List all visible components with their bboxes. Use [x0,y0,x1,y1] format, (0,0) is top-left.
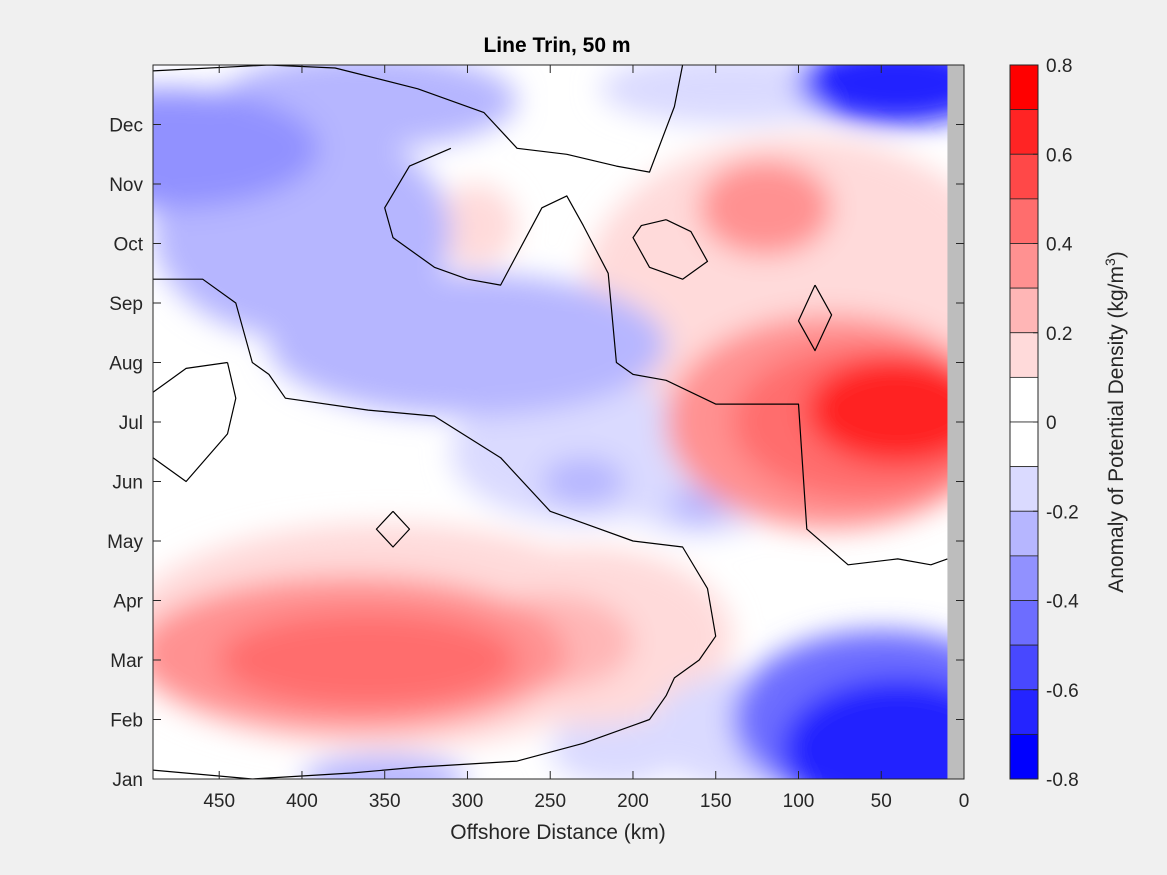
anomaly-blob [219,612,518,708]
colorbar-level [1009,64,1039,111]
x-axis-ticks: 450 400 350 300 250 200 150 100 50 0 [203,65,969,812]
zero-contour-line [384,147,948,566]
y-tick-label: Jan [112,770,143,791]
colorbar-level [1009,421,1039,468]
anomaly-blob [806,356,948,464]
x-tick-label: 150 [700,791,732,812]
x-tick-label: 100 [783,791,815,812]
zero-contour-line [153,65,684,173]
x-axis-label: Offshore Distance (km) [450,821,666,844]
colorbar-level [1009,109,1039,155]
y-tick-label: May [107,532,143,553]
zero-contour-line [375,510,411,548]
y-axis-ticks: Jan Feb Mar Apr May Jun Jul Aug Sep Oct Nov Dec [107,116,964,791]
y-tick-label: Feb [110,711,143,732]
y-tick-label: Oct [113,235,143,256]
colorbar-levels [1009,64,1039,780]
y-tick-label: Nov [109,175,143,196]
colorbar-level [1009,555,1039,601]
colorbar-level [1009,466,1039,512]
x-tick-label: 450 [203,791,235,812]
zero-contour-line [797,284,833,352]
anomaly-blob [434,184,518,268]
anomaly-blob [153,88,319,208]
chart-title: Line Trin, 50 m [483,34,630,57]
zero-contours [153,65,948,779]
x-tick-label: 200 [617,791,649,812]
zero-contour-line [153,361,237,483]
colorbar-level [1009,733,1039,780]
y-tick-label: Sep [109,294,143,315]
anomaly-blobs [153,65,948,779]
colorbar-level [1009,287,1039,334]
colorbar-tick-label: 0.4 [1046,235,1073,256]
y-tick-label: Apr [113,592,143,613]
anomaly-blob [268,273,667,417]
x-tick-label: 0 [959,791,970,812]
y-tick-label: Dec [109,116,143,137]
anomaly-blob [798,65,948,125]
colorbar-level [1009,600,1039,646]
colorbar-tick-label: 0 [1046,413,1057,434]
colorbar-level [1009,689,1039,735]
colorbar-label-end: ) [1105,251,1128,258]
colorbar-level [1009,376,1039,423]
colorbar-label-sup: 3 [1102,258,1118,266]
plot-area [152,64,965,780]
x-tick-label: 400 [286,791,318,812]
colorbar-tick-label: -0.8 [1046,770,1079,791]
colorbar: 0.8 0.6 0.4 0.2 0 -0.2 -0.4 -0.6 -0.8 Anomaly of… [1009,56,1128,791]
y-tick-label: Mar [110,651,143,672]
anomaly-blob [541,457,625,506]
zero-contour-line [153,278,717,779]
x-tick-label: 50 [871,791,892,812]
anomaly-blob [781,677,948,779]
anomaly-blob [599,65,865,125]
y-tick-label: Aug [109,354,143,375]
anomaly-blob [699,160,832,256]
x-tick-label: 250 [534,791,566,812]
colorbar-tick-label: -0.4 [1046,592,1079,613]
y-tick-label: Jun [112,473,143,494]
colorbar-level [1009,332,1039,378]
colorbar-label-main: Anomaly of Potential Density (kg/m [1105,266,1128,593]
colorbar-level [1009,153,1039,200]
zero-contour-line [632,219,709,280]
colorbar-tick-label: -0.6 [1046,681,1079,702]
anomaly-field [153,65,948,779]
colorbar-tick-label: -0.2 [1046,502,1079,523]
x-tick-label: 300 [452,791,484,812]
colorbar-ticks: 0.8 0.6 0.4 0.2 0 -0.2 -0.4 -0.6 -0.8 [1033,56,1079,791]
anomaly-blob [550,713,683,779]
x-tick-label: 350 [369,791,401,812]
colorbar-level [1009,644,1039,691]
colorbar-tick-label: 0.6 [1046,145,1072,166]
colorbar-tick-label: 0.2 [1046,324,1072,345]
colorbar-label: Anomaly of Potential Density (kg/m3) [1102,251,1128,593]
colorbar-level [1009,198,1039,244]
y-tick-label: Jul [119,413,143,434]
colorbar-tick-label: 0.8 [1046,56,1072,77]
colorbar-level [1009,243,1039,289]
colorbar-level [1009,510,1039,557]
